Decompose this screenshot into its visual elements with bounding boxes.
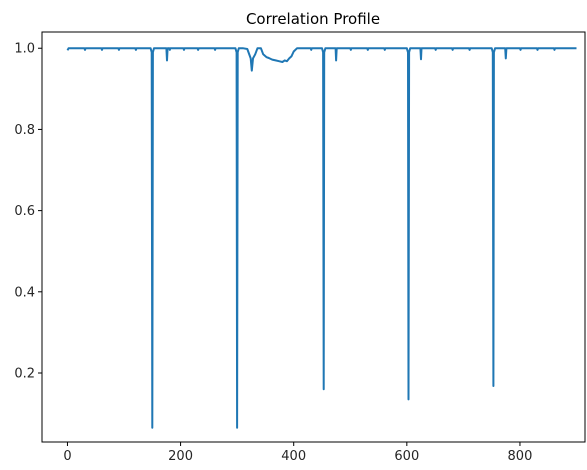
series-line <box>66 47 577 429</box>
x-tick-label: 400 <box>281 449 306 464</box>
y-tick-label: 0.2 <box>14 366 35 381</box>
y-tick-label: 0.8 <box>14 123 35 138</box>
axis-ticks: 0 200 400 600 800 0.2 0.4 0.6 0.8 1.0 <box>14 42 532 464</box>
x-tick-label: 800 <box>508 449 533 464</box>
y-tick-label: 0.6 <box>14 204 35 219</box>
plot-area <box>66 47 577 429</box>
x-tick-label: 0 <box>63 449 71 464</box>
x-tick-label: 200 <box>168 449 193 464</box>
y-tick-label: 1.0 <box>14 42 35 57</box>
chart-title: Correlation Profile <box>246 10 380 28</box>
plot-area-frame <box>41 31 586 443</box>
y-tick-label: 0.4 <box>14 285 35 300</box>
x-tick-label: 600 <box>394 449 419 464</box>
